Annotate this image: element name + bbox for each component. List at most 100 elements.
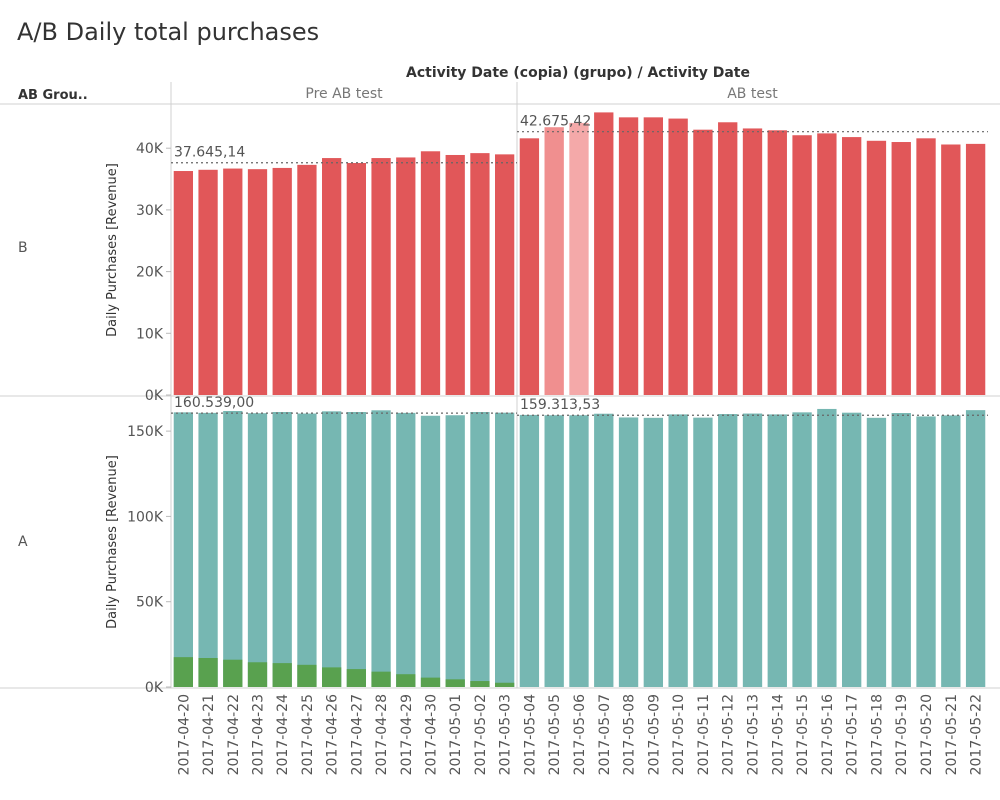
bar-B [718,122,738,395]
x-tick-label: 2017-05-20 [919,694,935,775]
bar-B [198,169,218,395]
x-tick-label: 2017-05-18 [869,694,885,775]
bar-A [470,412,490,687]
row-header: AB Grou.. [18,88,88,103]
bar-A [322,411,342,687]
bar-A [767,414,787,687]
bar-B [519,138,540,395]
bar-A [718,414,738,687]
bar-B [891,142,911,395]
x-tick-label: 2017-05-04 [522,694,538,775]
overlay-bar-A [420,677,441,687]
x-tick-label: 2017-05-03 [498,694,514,775]
bar-B [495,154,515,395]
overlay-bar-A [272,663,292,687]
bar-B [866,140,887,395]
x-tick-label: 2017-04-29 [399,694,415,775]
bar-A [891,413,911,687]
bar-B [420,151,441,395]
x-tick-label: 2017-05-08 [622,694,638,775]
bar-B [445,154,465,395]
bar-B [322,158,342,395]
bar-B [618,117,639,395]
bar-A [247,413,268,687]
x-tick-label: 2017-05-13 [746,694,762,775]
bar-A [371,410,391,687]
overlay-bar-A [297,664,317,687]
bar-A [396,412,416,687]
y-tick-label: 30K [136,203,164,219]
x-tick-label: 2017-04-20 [176,694,192,775]
bar-B [544,127,564,395]
bar-B [470,153,490,395]
bar-A [519,414,540,687]
x-tick-label: 2017-05-11 [696,694,712,775]
bar-B [346,163,366,395]
x-tick-label: 2017-04-30 [424,694,440,775]
bar-B [643,117,664,395]
x-tick-label: 2017-05-22 [969,694,985,775]
bar-A [668,414,688,687]
overlay-bar-A [470,681,490,687]
x-tick-label: 2017-05-12 [721,694,737,775]
x-tick-label: 2017-04-21 [201,694,217,775]
bar-A [569,415,589,687]
chart-title: A/B Daily total purchases [17,18,320,46]
bar-A [643,417,664,687]
bar-A [693,417,713,687]
bar-B [941,144,961,395]
bar-A [445,415,465,687]
bar-A [420,415,441,687]
reference-line-label: 160.539,00 [174,395,254,411]
bar-B [173,171,193,395]
x-tick-label: 2017-04-22 [226,694,242,775]
x-tick-label: 2017-04-25 [300,694,316,775]
overlay-bar-A [173,657,193,687]
bar-B [817,133,837,395]
bar-B [396,157,416,395]
overlay-bar-A [322,667,342,687]
bar-A [792,412,812,687]
bar-B [668,118,688,396]
section-header-ab: AB test [727,86,778,102]
bar-A [594,413,614,687]
x-tick-label: 2017-05-19 [894,694,910,775]
bar-A [198,412,218,687]
x-tick-label: 2017-04-24 [275,694,291,775]
bar-B [965,143,986,395]
row-label-B: B [18,240,28,256]
x-tick-label: 2017-05-02 [473,694,489,775]
bar-B [569,122,589,395]
bar-B [371,158,391,395]
bar-A [742,413,763,687]
x-tick-label: 2017-05-15 [795,694,811,775]
x-tick-label: 2017-04-26 [325,694,341,775]
y-tick-label: 0K [145,388,164,404]
reference-line-label: 37.645,14 [174,145,245,161]
x-tick-label: 2017-05-01 [448,694,464,775]
x-tick-label: 2017-05-14 [770,694,786,775]
bar-A [817,408,837,687]
bar-B [223,168,243,395]
x-tick-label: 2017-04-23 [251,694,267,775]
bar-B [297,164,317,395]
bar-A [495,412,515,687]
y-axis-label: Daily Purchases [Revenue] [105,455,120,629]
y-tick-label: 0K [145,680,164,696]
bar-B [916,138,936,395]
bar-A [272,412,292,687]
bar-B [792,135,812,395]
bar-A [223,410,243,687]
bar-A [841,412,862,687]
bar-A [965,410,986,687]
x-tick-label: 2017-05-10 [671,694,687,775]
bar-A [941,415,961,687]
x-tick-label: 2017-04-28 [374,694,390,775]
bar-B [693,129,713,395]
overlay-bar-A [247,662,268,687]
bar-A [866,417,887,687]
bar-A [173,412,193,687]
y-tick-label: 100K [127,509,164,525]
overlay-bar-A [198,658,218,687]
column-dimension-header: Activity Date (copia) (grupo) / Activity… [406,65,750,81]
